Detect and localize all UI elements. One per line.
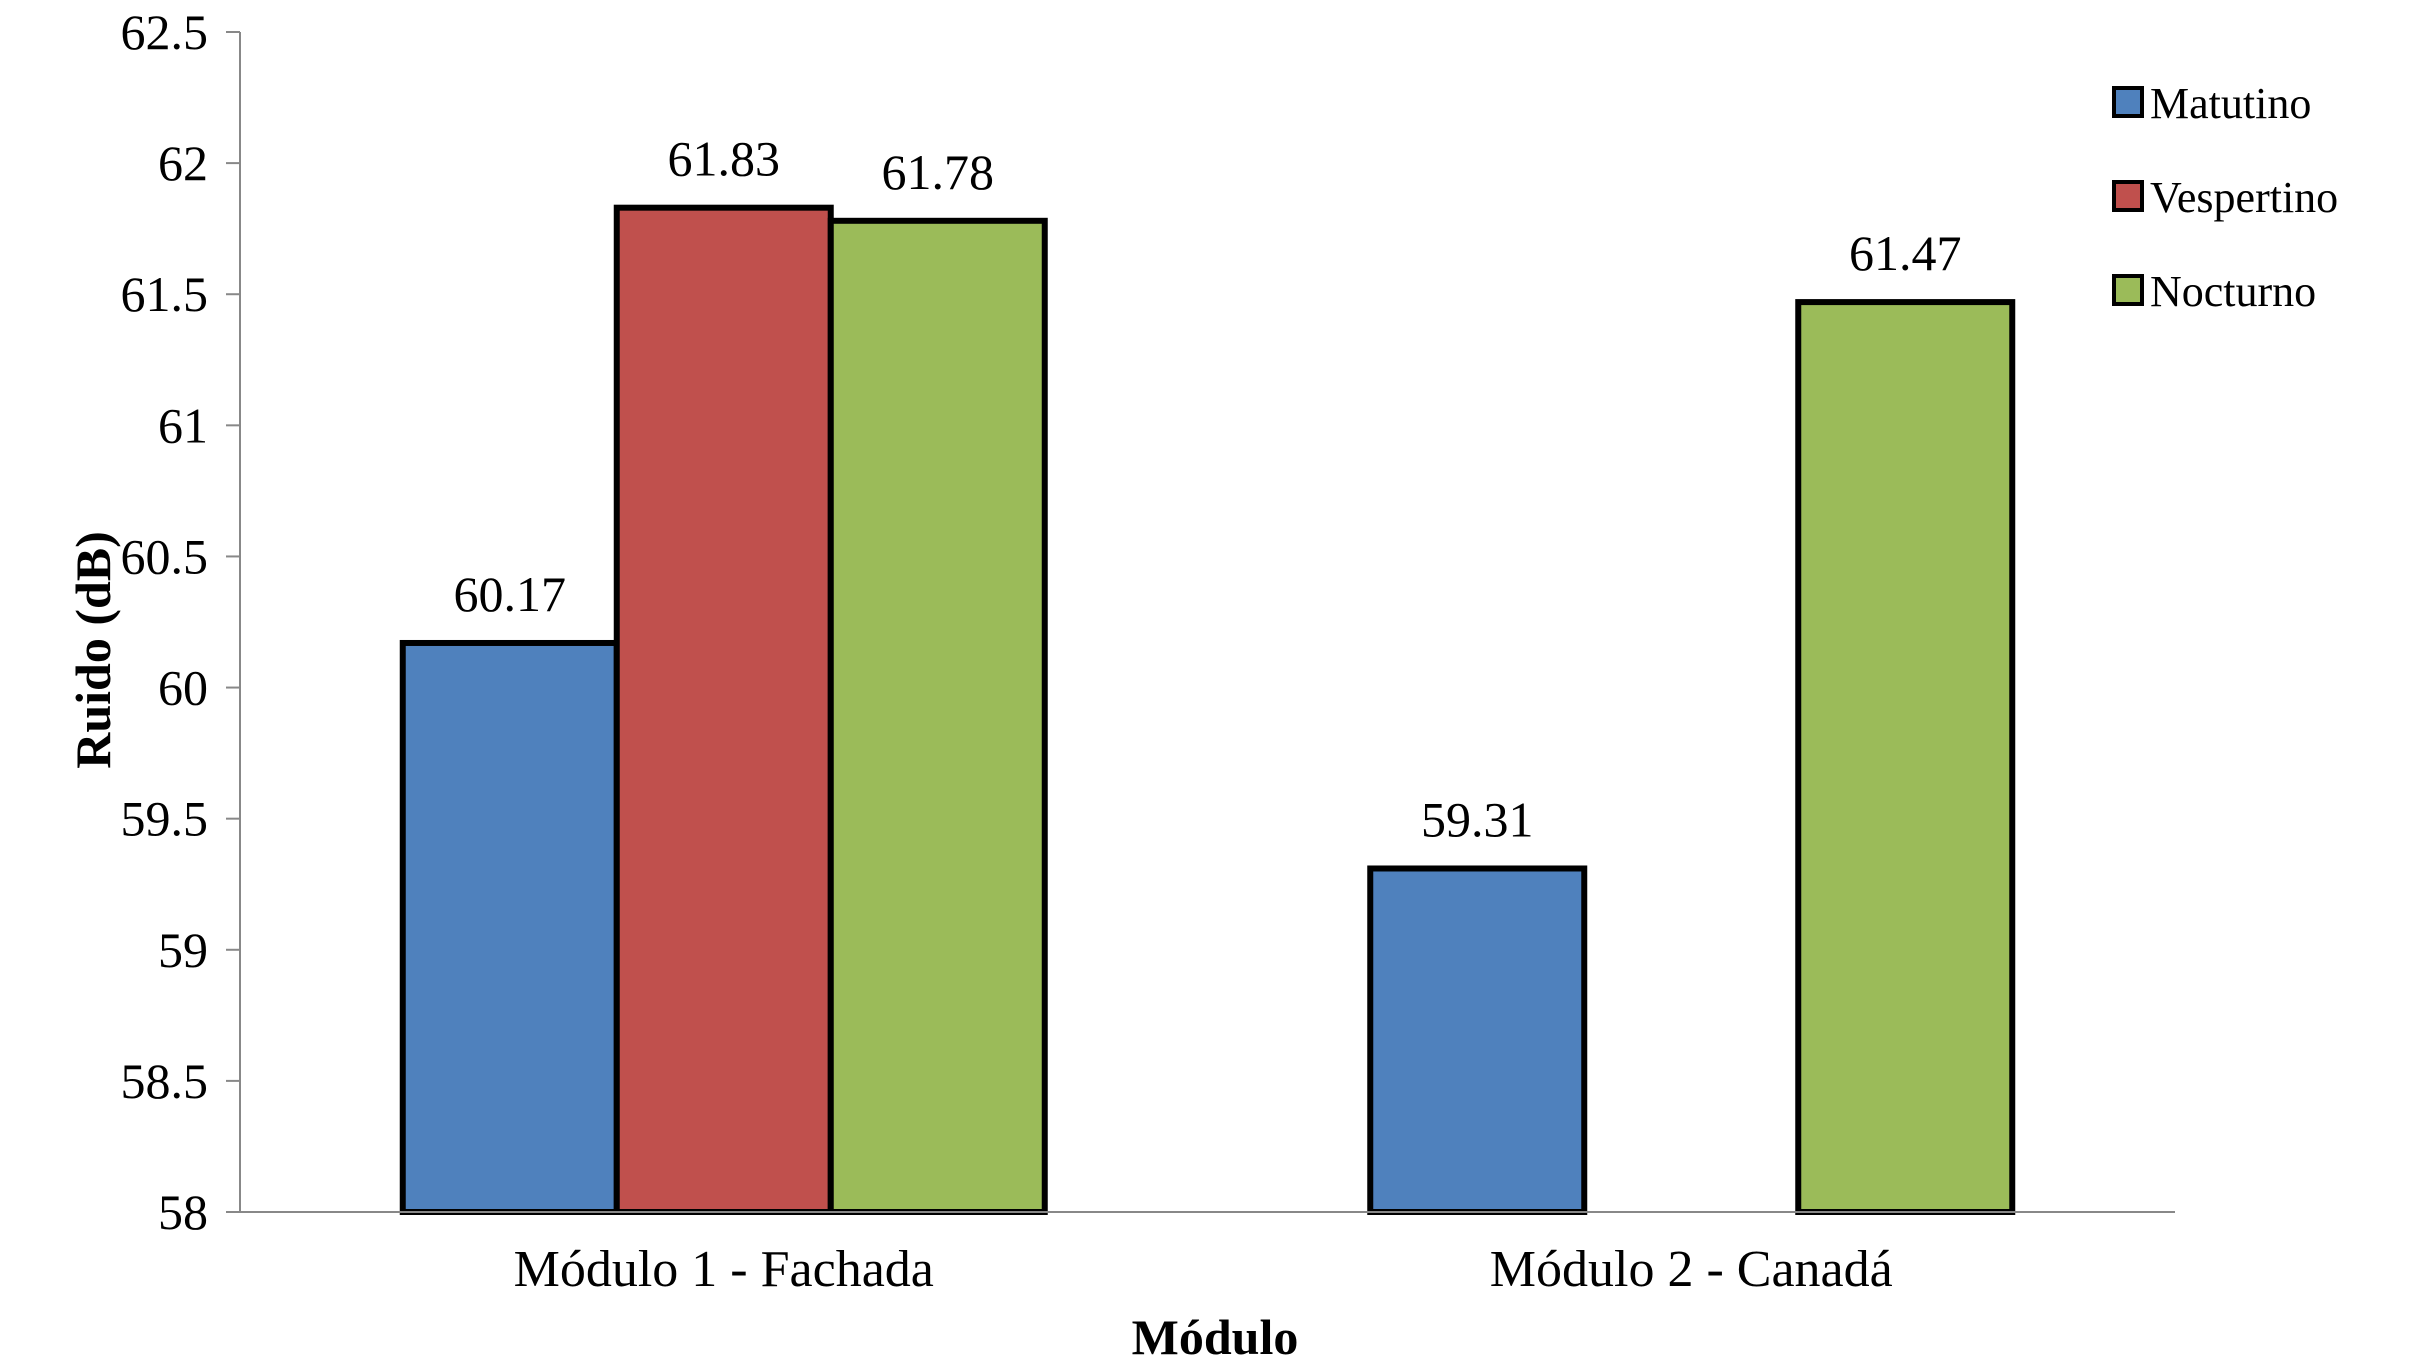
y-tick-label: 62.5 xyxy=(121,4,209,60)
data-label: 61.47 xyxy=(1849,225,1962,281)
legend-label: Vespertino xyxy=(2150,173,2338,222)
y-tick-label: 61 xyxy=(158,397,208,453)
x-axis-title: Módulo xyxy=(1132,1309,1299,1365)
legend: Matutino Vespertino Nocturno xyxy=(2112,79,2338,316)
x-category-label: Módulo 2 - Canadá xyxy=(1490,1241,1893,1298)
y-tick-label: 60 xyxy=(158,660,208,716)
bars xyxy=(399,204,2016,1216)
legend-label: Nocturno xyxy=(2150,267,2316,316)
x-axis-categories: Módulo 1 - Fachada Módulo 2 - Canadá xyxy=(514,1241,1893,1298)
y-tick-label: 58 xyxy=(158,1184,208,1240)
bar xyxy=(827,217,1048,1216)
y-axis-title: Ruido (dB) xyxy=(65,531,121,769)
data-label: 60.17 xyxy=(454,566,567,622)
y-tick-label: 62 xyxy=(158,135,208,191)
bar xyxy=(1795,299,2016,1216)
legend-swatch xyxy=(2112,274,2144,306)
x-category-label: Módulo 1 - Fachada xyxy=(514,1241,934,1298)
legend-swatch xyxy=(2112,180,2144,212)
y-tick-label: 58.5 xyxy=(121,1053,209,1109)
y-tick-label: 60.5 xyxy=(121,528,209,584)
data-label: 61.83 xyxy=(668,131,781,187)
legend-swatch xyxy=(2112,86,2144,118)
bar xyxy=(613,204,834,1215)
data-label: 59.31 xyxy=(1421,791,1534,847)
legend-label: Matutino xyxy=(2150,79,2311,128)
bar xyxy=(399,639,620,1215)
y-tick-label: 61.5 xyxy=(121,266,209,322)
y-tick-label: 59.5 xyxy=(121,791,209,847)
data-labels: 60.17 61.83 61.78 59.31 61.47 xyxy=(454,131,1962,848)
y-tick-label: 59 xyxy=(158,922,208,978)
bar xyxy=(1367,865,1588,1215)
data-label: 61.78 xyxy=(882,144,995,200)
y-axis-ticks: 58 58.5 59 59.5 60 60.5 61 61.5 62 62.5 xyxy=(121,4,240,1240)
